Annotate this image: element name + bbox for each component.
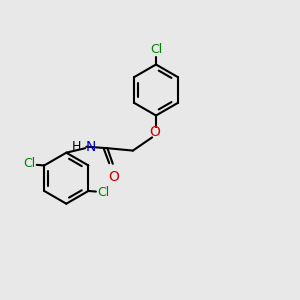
Text: Cl: Cl xyxy=(24,158,36,170)
Text: Cl: Cl xyxy=(150,43,162,56)
Text: N: N xyxy=(85,140,96,154)
Text: Cl: Cl xyxy=(97,186,109,199)
Text: O: O xyxy=(149,125,160,139)
Text: O: O xyxy=(109,170,119,184)
Text: H: H xyxy=(72,140,81,153)
